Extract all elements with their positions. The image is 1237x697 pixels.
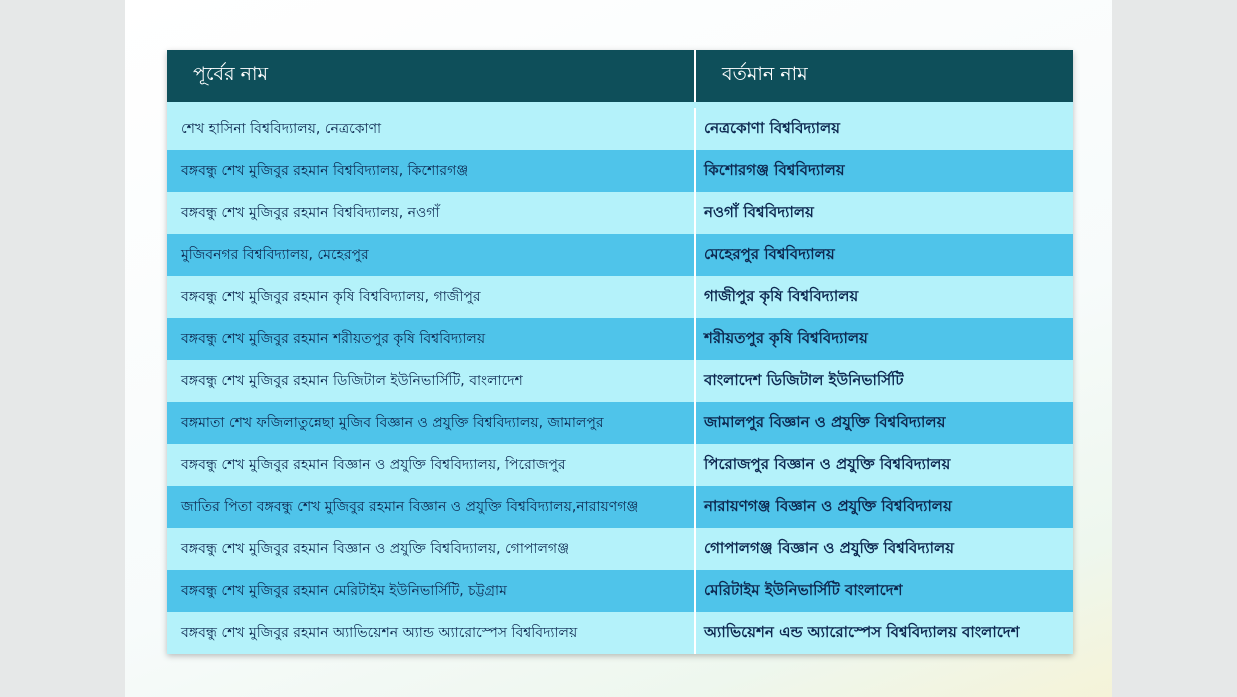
former-name-cell: বঙ্গবন্ধু শেখ মুজিবুর রহমান শরীয়তপুর কৃ… <box>167 318 696 360</box>
former-name-cell: শেখ হাসিনা বিশ্ববিদ্যালয়, নেত্রকোণা <box>167 108 696 150</box>
current-name-cell: নেত্রকোণা বিশ্ববিদ্যালয় <box>704 118 841 137</box>
former-name-cell: বঙ্গবন্ধু শেখ মুজিবুর রহমান কৃষি বিশ্ববি… <box>167 276 696 318</box>
table-body: শেখ হাসিনা বিশ্ববিদ্যালয়, নেত্রকোণা নেত্… <box>167 108 1073 654</box>
former-name-cell: বঙ্গবন্ধু শেখ মুজিবুর রহমান মেরিটাইম ইউন… <box>167 570 696 612</box>
current-name-cell: মেহেরপুর বিশ্ববিদ্যালয় <box>704 244 835 263</box>
header-former-name: পূর্বের নাম <box>167 50 696 102</box>
table-row: বঙ্গবন্ধু শেখ মুজিবুর রহমান শরীয়তপুর কৃ… <box>167 318 1073 360</box>
former-name-cell: মুজিবনগর বিশ্ববিদ্যালয়, মেহেরপুর <box>167 234 696 276</box>
current-name-cell: কিশোরগঞ্জ বিশ্ববিদ্যালয় <box>704 160 845 179</box>
current-name-cell: নওগাঁ বিশ্ববিদ্যালয় <box>704 202 814 221</box>
table-row: বঙ্গবন্ধু শেখ মুজিবুর রহমান ডিজিটাল ইউনি… <box>167 360 1073 402</box>
table-row: বঙ্গবন্ধু শেখ মুজিবুর রহমান বিশ্ববিদ্যাল… <box>167 192 1073 234</box>
current-name-cell: গোপালগঞ্জ বিজ্ঞান ও প্রযুক্তি বিশ্ববিদ্য… <box>704 538 954 557</box>
header-gap <box>167 102 1073 108</box>
table-header: পূর্বের নাম বর্তমান নাম <box>167 50 1073 102</box>
table-row: বঙ্গবন্ধু শেখ মুজিবুর রহমান কৃষি বিশ্ববি… <box>167 276 1073 318</box>
current-name-cell: মেরিটাইম ইউনিভার্সিটি বাংলাদেশ <box>704 580 903 599</box>
former-name-cell: জাতির পিতা বঙ্গবন্ধু শেখ মুজিবুর রহমান ব… <box>167 486 696 528</box>
current-name-cell: গাজীপুর কৃষি বিশ্ববিদ্যালয় <box>704 286 859 305</box>
table-row: শেখ হাসিনা বিশ্ববিদ্যালয়, নেত্রকোণা নেত্… <box>167 108 1073 150</box>
table-row: মুজিবনগর বিশ্ববিদ্যালয়, মেহেরপুর মেহেরপু… <box>167 234 1073 276</box>
table-row: জাতির পিতা বঙ্গবন্ধু শেখ মুজিবুর রহমান ব… <box>167 486 1073 528</box>
former-name-cell: বঙ্গবন্ধু শেখ মুজিবুর রহমান বিশ্ববিদ্যাল… <box>167 192 696 234</box>
former-name-cell: বঙ্গবন্ধু শেখ মুজিবুর রহমান বিজ্ঞান ও প্… <box>167 444 696 486</box>
current-name-cell: জামালপুর বিজ্ঞান ও প্রযুক্তি বিশ্ববিদ্যা… <box>704 412 946 431</box>
current-name-cell: অ্যাভিয়েশন এন্ড অ্যারোস্পেস বিশ্ববিদ্যা… <box>704 622 1020 641</box>
table-row: বঙ্গমাতা শেখ ফজিলাতুন্নেছা মুজিব বিজ্ঞান… <box>167 402 1073 444</box>
current-name-cell: পিরোজপুর বিজ্ঞান ও প্রযুক্তি বিশ্ববিদ্যা… <box>704 454 951 473</box>
current-name-cell: শরীয়তপুর কৃষি বিশ্ববিদ্যালয় <box>704 328 868 347</box>
table-row: বঙ্গবন্ধু শেখ মুজিবুর রহমান বিজ্ঞান ও প্… <box>167 444 1073 486</box>
current-name-cell: নারায়ণগঞ্জ বিজ্ঞান ও প্রযুক্তি বিশ্ববিদ… <box>704 496 952 515</box>
table-row: বঙ্গবন্ধু শেখ মুজিবুর রহমান বিশ্ববিদ্যাল… <box>167 150 1073 192</box>
table-row: বঙ্গবন্ধু শেখ মুজিবুর রহমান মেরিটাইম ইউন… <box>167 570 1073 612</box>
current-name-cell: বাংলাদেশ ডিজিটাল ইউনিভার্সিটি <box>704 370 904 389</box>
university-rename-table: পূর্বের নাম বর্তমান নাম শেখ হাসিনা বিশ্ব… <box>167 50 1073 654</box>
former-name-cell: বঙ্গবন্ধু শেখ মুজিবুর রহমান বিজ্ঞান ও প্… <box>167 528 696 570</box>
former-name-cell: বঙ্গবন্ধু শেখ মুজিবুর রহমান বিশ্ববিদ্যাল… <box>167 150 696 192</box>
former-name-cell: বঙ্গমাতা শেখ ফজিলাতুন্নেছা মুজিব বিজ্ঞান… <box>167 402 696 444</box>
table-row: বঙ্গবন্ধু শেখ মুজিবুর রহমান অ্যাভিয়েশন … <box>167 612 1073 654</box>
header-current-name: বর্তমান নাম <box>722 63 808 85</box>
former-name-cell: বঙ্গবন্ধু শেখ মুজিবুর রহমান ডিজিটাল ইউনি… <box>167 360 696 402</box>
former-name-cell: বঙ্গবন্ধু শেখ মুজিবুর রহমান অ্যাভিয়েশন … <box>167 612 696 654</box>
table-row: বঙ্গবন্ধু শেখ মুজিবুর রহমান বিজ্ঞান ও প্… <box>167 528 1073 570</box>
